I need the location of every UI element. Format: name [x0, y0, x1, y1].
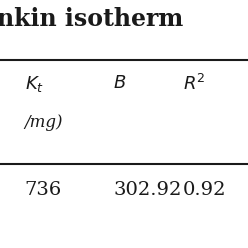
Text: 736: 736	[25, 181, 62, 199]
Text: 0.92: 0.92	[183, 181, 226, 199]
Text: 302.92: 302.92	[113, 181, 182, 199]
Text: nkin isotherm: nkin isotherm	[0, 7, 183, 31]
Text: $B$: $B$	[113, 74, 126, 93]
Text: $K_t$: $K_t$	[25, 74, 44, 94]
Text: $R^2$: $R^2$	[183, 74, 205, 94]
Text: /mg): /mg)	[25, 114, 63, 131]
